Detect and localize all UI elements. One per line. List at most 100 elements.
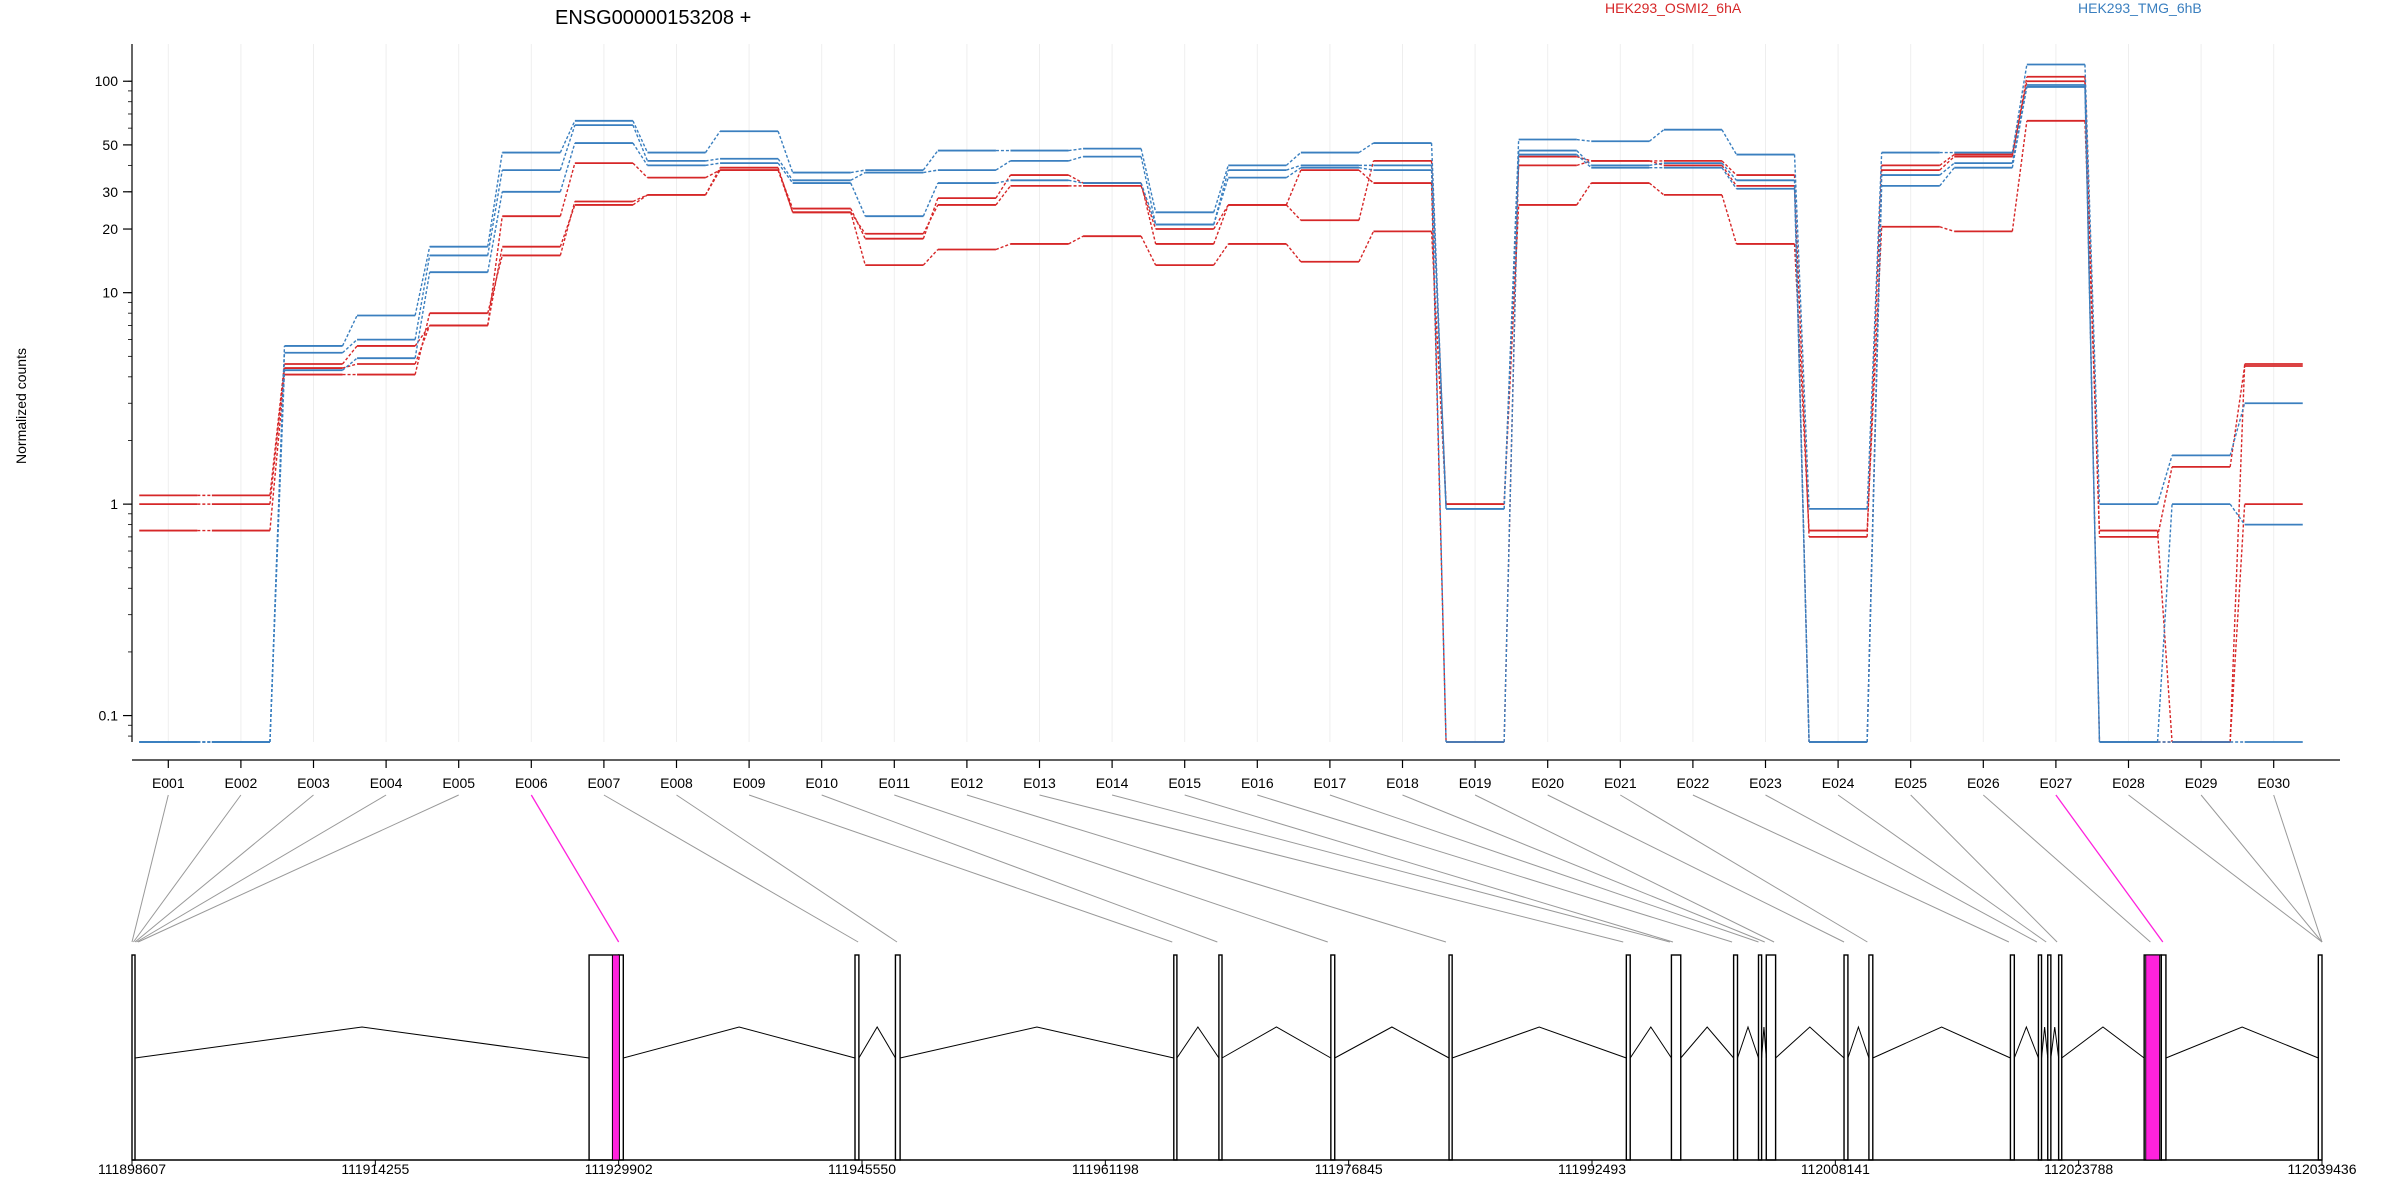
x-tick-label: E017 (1314, 775, 1347, 791)
highlighted-exon-box (2145, 954, 2161, 1161)
exon-connector (1474, 794, 1775, 943)
intron-line (1176, 1026, 1220, 1059)
series-connector (632, 194, 648, 206)
exon-connector (131, 794, 169, 943)
intron-line (1737, 1025, 1759, 1059)
series-connector (1068, 155, 1084, 162)
series-connector (2084, 120, 2101, 531)
exon-connector (133, 794, 242, 943)
series-connector (414, 255, 431, 340)
series-connector (922, 150, 939, 171)
x-tick-label: E014 (1096, 775, 1129, 791)
exon-connector-lines (131, 794, 2323, 943)
series-connector (1358, 169, 1374, 184)
series-connector (559, 201, 576, 256)
intron-line (899, 1026, 1174, 1059)
series-connector (1649, 162, 1664, 167)
series-connector (559, 142, 576, 192)
intron-line (1680, 1026, 1735, 1059)
series-connector (922, 197, 939, 239)
x-tick-label: E010 (805, 775, 838, 791)
exon-box (1765, 954, 1777, 1161)
series-line (139, 80, 2303, 538)
x-axis: E001 E002 E003 E004 E005 E006 E007 E008 E009 E010… (132, 759, 2340, 791)
series-connector (414, 272, 431, 359)
series-connector (1721, 194, 1738, 245)
exon-box (2047, 954, 2052, 1161)
y-tick-label: 50 (102, 137, 118, 153)
grid-lines (167, 44, 2275, 742)
series-connector (1358, 160, 1375, 221)
y-tick-label: 20 (102, 221, 118, 237)
x-tick-label: E011 (878, 775, 910, 791)
series-group (139, 63, 2303, 743)
series-connector (995, 160, 1011, 171)
series-connector (487, 169, 503, 256)
y-axis: 100 50 30 20 10 1 0.1 (95, 44, 133, 742)
series-line (139, 84, 2303, 743)
series-connector (342, 357, 358, 371)
intron-line (1847, 1025, 1870, 1059)
intron-line (1629, 1026, 1672, 1059)
series-connector (1213, 177, 1229, 225)
series-connector (1286, 164, 1302, 171)
x-tick-label: E005 (442, 775, 475, 791)
series-connector (1939, 154, 1955, 166)
series-connector (2229, 363, 2246, 743)
intron-line (1334, 1026, 1450, 1059)
exon-connector (821, 794, 1218, 943)
series-connector (1068, 235, 1084, 245)
x-tick-label: E008 (660, 775, 693, 791)
x-tick-label: E025 (1894, 775, 1927, 791)
series-connector (1285, 152, 1302, 166)
series-connector (1285, 243, 1302, 263)
series-connector (632, 142, 649, 166)
exon-connector (1547, 794, 1845, 943)
intron-line (134, 1026, 590, 1059)
x-tick-label: E026 (1967, 775, 2000, 791)
series-connector (1358, 231, 1375, 263)
series-connector (1939, 226, 1955, 233)
exon-box (131, 954, 136, 1161)
series-connector (705, 162, 721, 167)
series-connector (1140, 235, 1157, 266)
series-connector (2156, 455, 2173, 505)
series-connector (1576, 182, 1592, 206)
series-line (139, 119, 2303, 743)
x-tick-label: E019 (1459, 775, 1492, 791)
series-connector (1140, 182, 1157, 225)
series-connector (1140, 156, 1157, 225)
exon-box (854, 954, 860, 1161)
y-tick-label: 100 (95, 73, 119, 89)
series-connector (632, 120, 649, 153)
y-tick-label: 30 (102, 184, 118, 200)
x-tick-label: E018 (1386, 775, 1419, 791)
series-connector (1430, 165, 1447, 509)
genomic-tick-label: 111961198 (1072, 1161, 1139, 1177)
exon-box (1757, 954, 1763, 1161)
series-connector (2156, 530, 2173, 743)
series-connector (1576, 138, 1592, 142)
exon-connector (1184, 794, 1674, 943)
series-connector (341, 345, 358, 365)
intron-line (2013, 1025, 2039, 1059)
gene-model: 111898607 111914255 111929902 111945550 1119… (98, 954, 2357, 1177)
exon-connector (136, 794, 387, 943)
x-tick-label: E020 (1531, 775, 1564, 791)
series-connector (1721, 164, 1738, 187)
x-tick-label: E015 (1168, 775, 1201, 791)
x-tick-label: E012 (951, 775, 984, 791)
series-connector (922, 182, 939, 217)
intron-line (858, 1026, 896, 1059)
series-connector (1866, 226, 1883, 531)
series-connector (850, 212, 866, 266)
exon-box (1843, 954, 1849, 1161)
x-tick-label: E022 (1677, 775, 1710, 791)
x-tick-label: E009 (733, 775, 766, 791)
series-connector (923, 169, 938, 174)
series-connector (850, 182, 866, 217)
series-connector (632, 194, 648, 203)
y-tick-label: 1 (110, 496, 118, 512)
series-connector (1285, 169, 1302, 206)
series-line (139, 86, 2303, 743)
